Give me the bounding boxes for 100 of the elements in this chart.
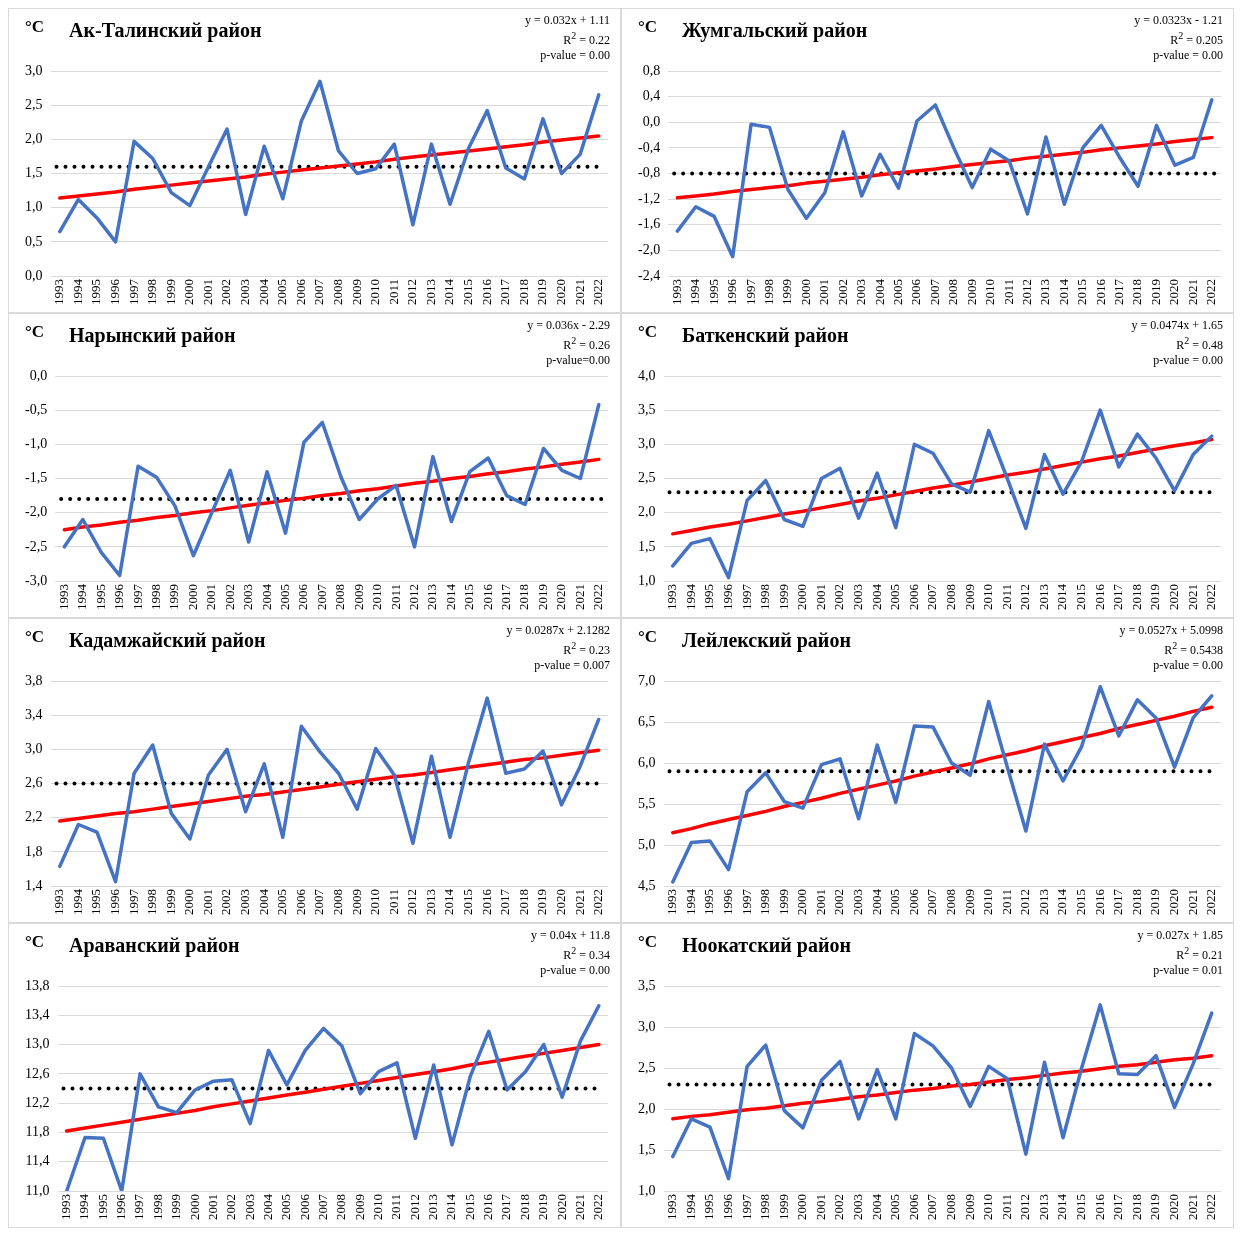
x-tick-label: 2014 [441, 278, 457, 305]
x-tick-label: 2009 [351, 1194, 367, 1220]
y-tick-label: -1,6 [637, 216, 661, 232]
y-tick-label: 1,5 [638, 538, 656, 554]
x-tick-label: 2013 [422, 889, 438, 915]
x-tick-label: 2004 [255, 278, 271, 305]
y-tick-label: 2,0 [638, 1100, 656, 1116]
x-tick-label: 2001 [812, 1194, 828, 1220]
y-tick-label: 11,0 [25, 1182, 50, 1198]
x-tick-label: 2022 [590, 279, 606, 305]
x-tick-label: 2013 [422, 279, 438, 305]
y-tick-label: -0,4 [637, 139, 661, 155]
y-tick-label: 11,8 [25, 1124, 50, 1140]
x-tick-label: 2022 [590, 1194, 606, 1220]
x-tick-label: 2018 [1129, 279, 1145, 305]
x-tick-label: 2015 [460, 279, 476, 305]
y-tick-label: 4,5 [638, 877, 656, 893]
x-tick-label: 2011 [998, 889, 1014, 915]
y-tick-label: 4,0 [638, 367, 656, 383]
x-tick-label: 2021 [571, 279, 587, 305]
x-tick-label: 2004 [868, 583, 884, 610]
text: y = 0.0527x + 5.0998 [1119, 623, 1223, 638]
x-tick-label: 2006 [292, 888, 308, 915]
x-tick-label: 1999 [775, 1194, 791, 1220]
x-tick-label: 2005 [887, 889, 903, 915]
x-tick-label: 1993 [664, 584, 680, 610]
x-tick-label: 1998 [144, 889, 160, 915]
x-tick-label: 1995 [705, 279, 721, 305]
x-tick-label: 1997 [125, 278, 141, 305]
y-tick-label: 1,0 [25, 199, 43, 215]
text: R$^{2}$ = 0.22 [562, 29, 610, 48]
x-tick-label: 2006 [292, 278, 308, 305]
x-tick-label: 2007 [926, 278, 942, 305]
x-tick-label: 2010 [982, 279, 998, 305]
x-tick-label: 1998 [757, 1194, 773, 1220]
y-axis-title: °C [638, 322, 658, 342]
y-tick-label: 3,5 [638, 977, 656, 993]
x-tick-label: 2009 [961, 584, 977, 610]
x-tick-label: 1995 [701, 889, 717, 915]
y-tick-label: 1,8 [25, 843, 43, 859]
x-tick-label: 2013 [1035, 1194, 1051, 1220]
chart-title: Нарынский район [69, 324, 236, 347]
x-tick-label: 2019 [1147, 279, 1163, 305]
text: y = 0.0287x + 2.1282 [506, 623, 610, 638]
x-tick-label: 2015 [461, 1194, 477, 1220]
x-tick-label: 2009 [348, 279, 364, 305]
x-tick-label: 2020 [1165, 1194, 1181, 1220]
chart-title: Ак-Талинский район [69, 19, 262, 42]
text: R$^{2}$ = 0.48 [1175, 334, 1223, 353]
x-tick-label: 2020 [552, 279, 568, 305]
x-tick-label: 2001 [199, 889, 215, 915]
x-tick-label: 2008 [329, 279, 345, 305]
y-tick-label: 13,0 [25, 1036, 50, 1052]
x-tick-label: 1999 [168, 1194, 184, 1220]
x-tick-label: 2004 [255, 888, 271, 915]
x-tick-label: 2011 [385, 279, 401, 305]
x-tick-label: 1995 [88, 279, 104, 305]
y-tick-label: 1,0 [638, 572, 656, 588]
x-tick-label: 2005 [889, 279, 905, 305]
x-tick-label: 2018 [516, 584, 532, 610]
x-tick-label: 1996 [719, 583, 735, 610]
x-tick-label: 2019 [534, 584, 550, 610]
y-tick-label: 2,6 [25, 775, 43, 791]
x-tick-label: 2015 [460, 889, 476, 915]
x-tick-label: 2012 [405, 584, 421, 610]
y-tick-label: 13,4 [25, 1006, 50, 1022]
y-tick-label: 3,0 [638, 1018, 656, 1034]
x-tick-label: 2019 [534, 279, 550, 305]
x-tick-label: 2009 [961, 889, 977, 915]
text: y = 0.036x - 2.29 [527, 318, 610, 333]
x-tick-label: 2021 [1184, 279, 1200, 305]
y-tick-label: 0,0 [642, 113, 661, 129]
y-tick-label: 2,5 [638, 470, 656, 486]
text: y = 0.027x + 1.85 [1137, 928, 1223, 943]
x-tick-label: 2022 [1203, 1194, 1219, 1220]
y-tick-label: -1,5 [24, 470, 48, 486]
y-tick-label: 0,4 [642, 88, 661, 104]
x-tick-label: 2006 [905, 888, 921, 915]
x-tick-label: 2004 [871, 278, 887, 305]
x-tick-label: 2017 [1110, 888, 1126, 915]
x-tick-label: 2000 [794, 1194, 810, 1220]
x-tick-label: 2009 [961, 1194, 977, 1220]
x-tick-label: 2020 [1166, 279, 1182, 305]
x-tick-label: 2002 [223, 1194, 239, 1220]
y-axis-title: °C [25, 322, 45, 342]
x-tick-label: 2014 [441, 888, 457, 915]
y-axis-title: °C [638, 932, 658, 952]
x-tick-label: 1993 [51, 279, 67, 305]
x-tick-label: 2012 [1018, 279, 1034, 305]
y-tick-label: -1,2 [637, 190, 661, 206]
x-tick-label: 1999 [775, 584, 791, 610]
x-tick-label: 2003 [850, 1194, 866, 1220]
text: R$^{2}$ = 0.205 [1169, 29, 1223, 48]
x-tick-label: 2021 [1184, 889, 1200, 915]
y-tick-label: -2,4 [637, 267, 661, 283]
x-tick-label: 2020 [1165, 889, 1181, 915]
x-tick-label: 2008 [945, 279, 961, 305]
x-tick-label: 2000 [186, 1194, 202, 1220]
x-tick-label: 1998 [144, 279, 160, 305]
x-tick-label: 1999 [775, 889, 791, 915]
